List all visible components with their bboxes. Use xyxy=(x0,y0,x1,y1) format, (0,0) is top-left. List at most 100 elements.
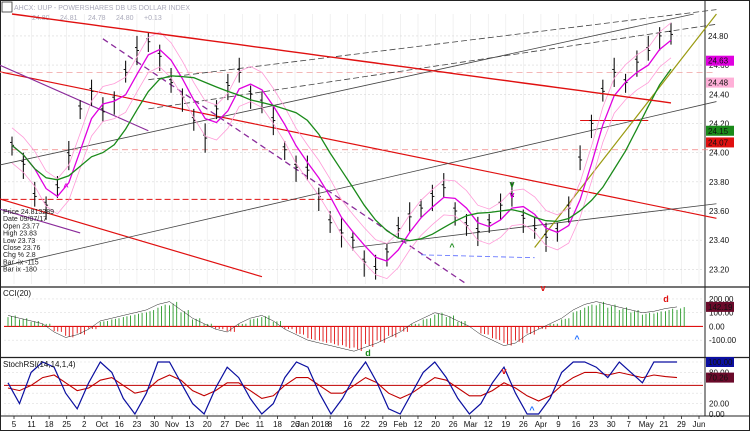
cci-value-label: 142.19 xyxy=(708,303,733,312)
x-tick-label: Feb xyxy=(394,420,408,429)
x-tick-label: 18 xyxy=(45,420,54,429)
stoch-panel xyxy=(0,359,750,415)
stoch-panel-title: StochRSI(14,14,1,4) xyxy=(3,360,76,369)
panel-labels: CCI(20) StochRSI(14,14,1,4) xyxy=(3,289,76,369)
purple-line xyxy=(0,64,149,132)
cci-tick-label: 100.00 xyxy=(709,309,734,318)
stoch-line xyxy=(7,360,677,416)
price-tag-label: 24.15 xyxy=(708,127,729,136)
x-tick-label: 30 xyxy=(607,420,616,429)
signal-value-tag xyxy=(706,372,734,383)
price-tag xyxy=(706,77,734,88)
ma-mid xyxy=(11,68,672,242)
x-tick-label: 12 xyxy=(484,420,493,429)
price-tag-label: 24.63 xyxy=(708,57,729,66)
y-tick-label: 24.20 xyxy=(709,119,730,128)
x-tick-label: 16 xyxy=(572,420,581,429)
signal-marker: ^ xyxy=(529,405,535,415)
signal-marker: ^ xyxy=(63,182,69,192)
gray-up-2 xyxy=(0,101,717,268)
cci-histogram xyxy=(4,301,703,352)
x-tick-label: 25 xyxy=(62,420,71,429)
price-tag xyxy=(706,55,734,66)
x-tick-label: Oct xyxy=(96,420,109,429)
signal-marker: v xyxy=(501,366,506,376)
x-tick-label: 18 xyxy=(273,420,282,429)
y-tick-label: 23.80 xyxy=(709,178,730,187)
band-lower xyxy=(11,57,672,280)
info-line: Bar ix -180 xyxy=(3,267,37,274)
x-tick-label: 19 xyxy=(501,420,510,429)
signal-marker: v xyxy=(540,283,545,293)
ma-slow xyxy=(11,13,672,104)
x-tick-label: 7 xyxy=(627,420,632,429)
signal-marker: v xyxy=(509,190,514,200)
x-tick-label: Apr xyxy=(535,420,548,429)
x-tick-label: 26 xyxy=(291,420,300,429)
x-tick-label: 21 xyxy=(659,420,668,429)
y-tick-label: 23.40 xyxy=(709,236,730,245)
x-tick-label: 2 xyxy=(82,420,87,429)
price-tag-label: 24.80 xyxy=(708,32,729,41)
price-tag-label: 24.48 xyxy=(708,79,729,88)
x-tick-label: Nov xyxy=(165,420,179,429)
signal-marker: v xyxy=(509,179,514,189)
price-tag-label: 24.07 xyxy=(708,138,729,147)
x-tick-label: 27 xyxy=(220,420,229,429)
y-axis: 23.2023.4023.6023.8024.0024.2024.4024.60… xyxy=(706,30,737,419)
info-line: Bar -ix -115 xyxy=(3,259,39,266)
header-field: 24.80 xyxy=(116,15,134,22)
x-tick-label: 13 xyxy=(185,420,194,429)
purple-dashed xyxy=(102,38,467,285)
blue-dashed xyxy=(421,254,535,259)
info-line: Close 23.76 xyxy=(3,245,40,252)
purple-line-2 xyxy=(0,208,81,234)
gray-dashed-2 xyxy=(148,23,717,110)
olive-trend xyxy=(534,13,717,248)
x-tick-label: 26 xyxy=(519,420,528,429)
x-tick-label: 26 xyxy=(449,420,458,429)
x-tick-label: 23 xyxy=(589,420,598,429)
info-line: Date 09/07/17 xyxy=(3,216,47,223)
x-tick-label: 20 xyxy=(431,420,440,429)
header-field: +0.13 xyxy=(144,15,162,22)
stoch-value-tag xyxy=(706,357,734,367)
x-tick-label: Jan 2018 xyxy=(296,420,329,429)
cci-tick-label: 200.00 xyxy=(709,295,734,304)
cci-value-tag xyxy=(706,301,734,312)
x-tick-label: Jun xyxy=(693,420,706,429)
x-tick-label: 9 xyxy=(556,420,561,429)
cci-tick-label: 0.00 xyxy=(709,322,725,331)
gray-dashed-1 xyxy=(148,9,717,81)
header-field: 24.81 xyxy=(60,15,78,22)
stoch-tick-label: 0.00 xyxy=(709,410,725,419)
x-tick-label: 22 xyxy=(361,420,370,429)
symbol-box[interactable] xyxy=(1,1,13,13)
y-tick-label: 23.60 xyxy=(709,207,730,216)
signal-value-label: 70.26 xyxy=(708,374,729,383)
cci-panel-title: CCI(20) xyxy=(3,289,31,298)
x-tick-label: 5 xyxy=(12,420,17,429)
stoch-signal xyxy=(7,371,678,402)
band-upper xyxy=(11,22,672,245)
x-tick-label: 16 xyxy=(115,420,124,429)
stoch-value-label: 100.00 xyxy=(708,358,733,367)
header-title: AHCX: UUP - POWERSHARES DB US DOLLAR IND… xyxy=(14,5,190,12)
x-tick-label: 29 xyxy=(378,420,387,429)
y-tick-label: 23.20 xyxy=(709,265,730,274)
price-tag xyxy=(706,30,734,41)
info-line: Chg % 2.8 xyxy=(3,252,36,259)
x-tick-label: 12 xyxy=(414,420,423,429)
y-tick-label: 24.40 xyxy=(709,90,730,99)
signal-marker: ^ xyxy=(449,242,455,252)
stoch-lines xyxy=(4,360,703,416)
cci-panel xyxy=(0,288,750,356)
x-tick-label: 16 xyxy=(343,420,352,429)
info-line: Open 23.77 xyxy=(3,223,40,230)
header-field: 24.78 xyxy=(88,15,106,22)
x-tick-label: 8 xyxy=(328,420,333,429)
